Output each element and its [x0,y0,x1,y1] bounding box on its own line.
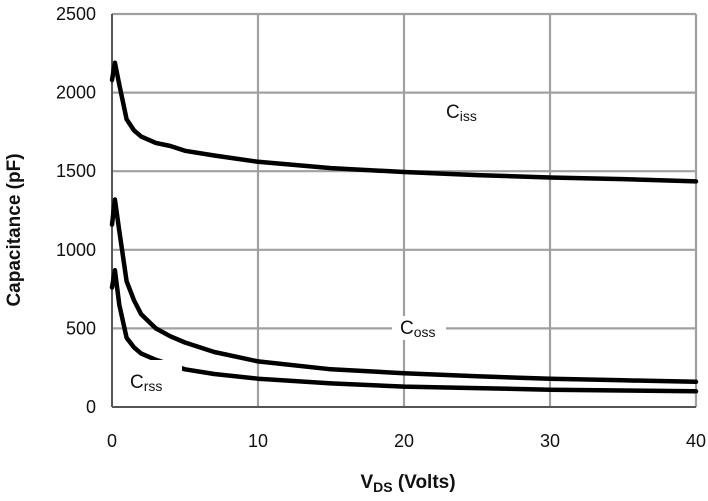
x-axis-title-sub: DS [373,479,392,495]
tick-labels: 0 500 1000 1500 2000 2500 0 10 20 30 40 [56,4,706,451]
series-label-ciss: Ciss [442,96,494,124]
series-label-crss: Crss [124,360,182,398]
svg-text:Coss: Coss [400,318,436,340]
x-tick-label: 20 [394,431,414,451]
series-label-coss: Coss [392,316,446,340]
x-axis-title-rest: (Volts) [393,472,456,493]
series-label-crss-sub: rss [144,378,163,394]
y-tick-label: 2500 [56,4,96,24]
series-label-coss-sub: oss [414,324,436,340]
x-axis-title-main: V [360,472,373,493]
svg-text:Crss: Crss [130,372,162,394]
x-tick-label: 0 [107,431,117,451]
series-label-ciss-sub: iss [460,108,477,124]
series-curve-oss [109,197,699,385]
y-tick-label: 1000 [56,240,96,260]
x-axis-title: VDS (Volts) [360,472,455,495]
y-axis-title: Capacitance (pF) [4,153,25,306]
svg-text:Ciss: Ciss [446,102,477,124]
series-curves [109,60,699,394]
series-label-ciss-main: C [446,102,460,123]
y-tick-label: 1500 [56,161,96,181]
series-label-crss-main: C [130,372,144,393]
y-tick-label: 0 [86,397,96,417]
x-tick-label: 30 [540,431,560,451]
series-curve-iss [109,60,699,184]
x-tick-label: 40 [686,431,706,451]
x-tick-label: 10 [248,431,268,451]
y-tick-label: 500 [66,318,96,338]
grid-lines [112,12,698,407]
series-label-coss-main: C [400,318,414,339]
y-tick-label: 2000 [56,83,96,103]
series-curve-rss [109,267,699,394]
